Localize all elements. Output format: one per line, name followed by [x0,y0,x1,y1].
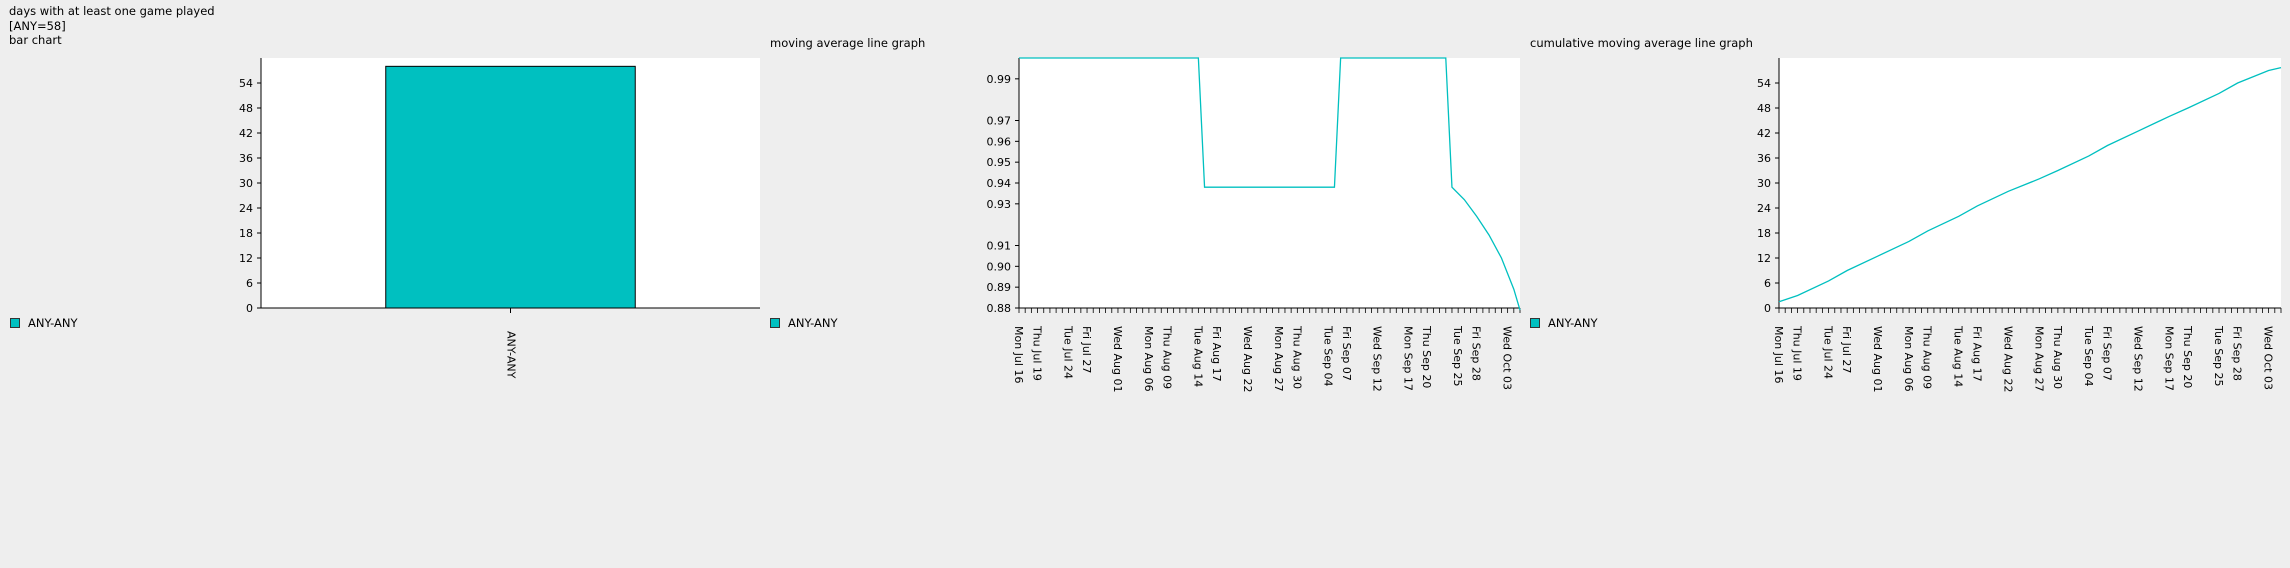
y-tick-label: 0.95 [987,156,1012,169]
x-tick-label: Fri Aug 17 [1210,326,1223,382]
legend-label: ANY-ANY [28,316,78,330]
x-tick-label: Mon Jul 16 [1772,326,1785,383]
y-tick-label: 30 [1757,177,1771,190]
x-tick-label: Thu Sep 20 [1420,325,1433,388]
y-tick-label: 0.89 [987,281,1012,294]
legend-swatch [10,318,20,328]
x-tick-label: Thu Sep 20 [2181,325,2194,388]
x-tick-label: ANY-ANY [505,331,518,379]
x-tick-label: Wed Aug 22 [2001,326,2014,392]
moving-average-chart: 0.88 0.89 0.90 0.91 0.93 0.94 0.95 0.96 0.97 0.99… [987,57,1521,392]
bar-chart: 0 6 12 18 24 30 36 42 48 54 ANY-ANY [239,58,760,379]
x-tick-label: Wed Oct 03 [2262,326,2275,390]
x-tick-label: Wed Sep 12 [2131,326,2144,392]
legend-cumulative: ANY-ANY [1530,316,1598,330]
x-tick-label: Mon Jul 16 [1012,326,1025,383]
summary-label: [ANY=58] [9,18,66,33]
y-tick-label: 24 [1757,202,1771,215]
x-tick-label: Wed Sep 12 [1371,326,1384,392]
y-tick-label: 12 [1757,252,1771,265]
x-tick-label: Tue Sep 25 [2212,325,2225,387]
y-tick-label: 30 [239,177,253,190]
x-tick-label: Tue Sep 04 [1321,325,1334,387]
bar [385,65,636,309]
y-tick-label: 12 [239,252,253,265]
x-tick-label: Thu Jul 19 [1791,325,1804,381]
legend-label: ANY-ANY [1548,316,1598,330]
x-tick-label: Fri Sep 28 [1470,326,1483,381]
y-tick-label: 0.90 [987,260,1012,273]
cumulative-average-chart: 0 6 12 18 24 30 36 42 48 54 Mon Jul 16 Thu Jul 19 Tu… [1757,58,2282,392]
x-tick-label: Mon Aug 27 [2032,326,2045,392]
y-tick-label: 18 [239,227,253,240]
y-tick-label: 42 [239,127,253,140]
x-tick-label: Tue Aug 14 [1191,325,1204,387]
series-line [1019,57,1521,311]
x-tick-label: Thu Aug 30 [1290,325,1303,389]
x-tick-label: Fri Sep 28 [2231,326,2244,381]
plot-area [1019,58,1520,308]
x-tick-label: Mon Sep 17 [2162,326,2175,391]
legend-swatch [1530,318,1540,328]
y-tick-label: 0.94 [987,177,1012,190]
y-tick-label: 0.99 [987,73,1012,86]
y-tick-label: 0 [1764,302,1771,315]
chart-header: days with at least one game played [ANY=… [9,4,215,48]
y-tick-label: 0.88 [987,302,1012,315]
x-tick-label: Fri Jul 27 [1080,326,1093,373]
y-tick-label: 36 [239,152,253,165]
y-tick-label: 54 [1757,77,1771,90]
x-tick-label: Wed Aug 22 [1241,326,1254,392]
legend-label: ANY-ANY [788,316,838,330]
x-tick-label: Wed Oct 03 [1501,326,1514,390]
y-tick-label: 36 [1757,152,1771,165]
y-tick-label: 54 [239,77,253,90]
x-tick-label: Thu Aug 09 [1160,325,1173,389]
bar-chart-title: bar chart [9,33,62,47]
x-tick-label: Fri Aug 17 [1970,326,1983,382]
y-tick-label: 0.93 [987,198,1012,211]
series-line [1778,66,2282,303]
x-tick-label: Mon Aug 27 [1272,326,1285,392]
y-tick-label: 48 [239,102,253,115]
y-tick-label: 0.97 [987,115,1012,128]
y-tick-label: 0 [246,302,253,315]
x-tick-label: Tue Jul 24 [1061,325,1074,379]
legend-bar: ANY-ANY [10,316,78,330]
legend-moving-average: ANY-ANY [770,316,838,330]
x-tick-label: Wed Aug 01 [1111,326,1124,392]
y-tick-label: 6 [246,277,253,290]
y-tick-label: 6 [1764,277,1771,290]
x-tick-label: Fri Jul 27 [1840,326,1853,373]
x-tick-label: Mon Aug 06 [1142,326,1155,392]
x-tick-label: Thu Aug 09 [1921,325,1934,389]
y-tick-label: 0.96 [987,135,1012,148]
y-tick-label: 48 [1757,102,1771,115]
y-tick-label: 42 [1757,127,1771,140]
y-tick-label: 0.91 [987,240,1012,253]
legend-swatch [770,318,780,328]
x-tick-label: Fri Sep 07 [2100,326,2113,381]
y-tick-label: 24 [239,202,253,215]
y-tick-label: 18 [1757,227,1771,240]
moving-average-title: moving average line graph [770,36,926,50]
cumulative-average-title: cumulative moving average line graph [1530,36,1753,50]
x-tick-label: Tue Sep 25 [1451,325,1464,387]
x-tick-label: Mon Sep 17 [1402,326,1415,391]
x-tick-label: Tue Sep 04 [2082,325,2095,387]
x-tick-label: Mon Aug 06 [1902,326,1915,392]
x-tick-label: Fri Sep 07 [1340,326,1353,381]
x-tick-label: Tue Jul 24 [1822,325,1835,379]
x-tick-label: Wed Aug 01 [1871,326,1884,392]
x-tick-label: Thu Jul 19 [1031,325,1044,381]
x-tick-label: Tue Aug 14 [1952,325,1965,387]
page-title: days with at least one game played [9,4,215,18]
x-tick-label: Thu Aug 30 [2051,325,2064,389]
